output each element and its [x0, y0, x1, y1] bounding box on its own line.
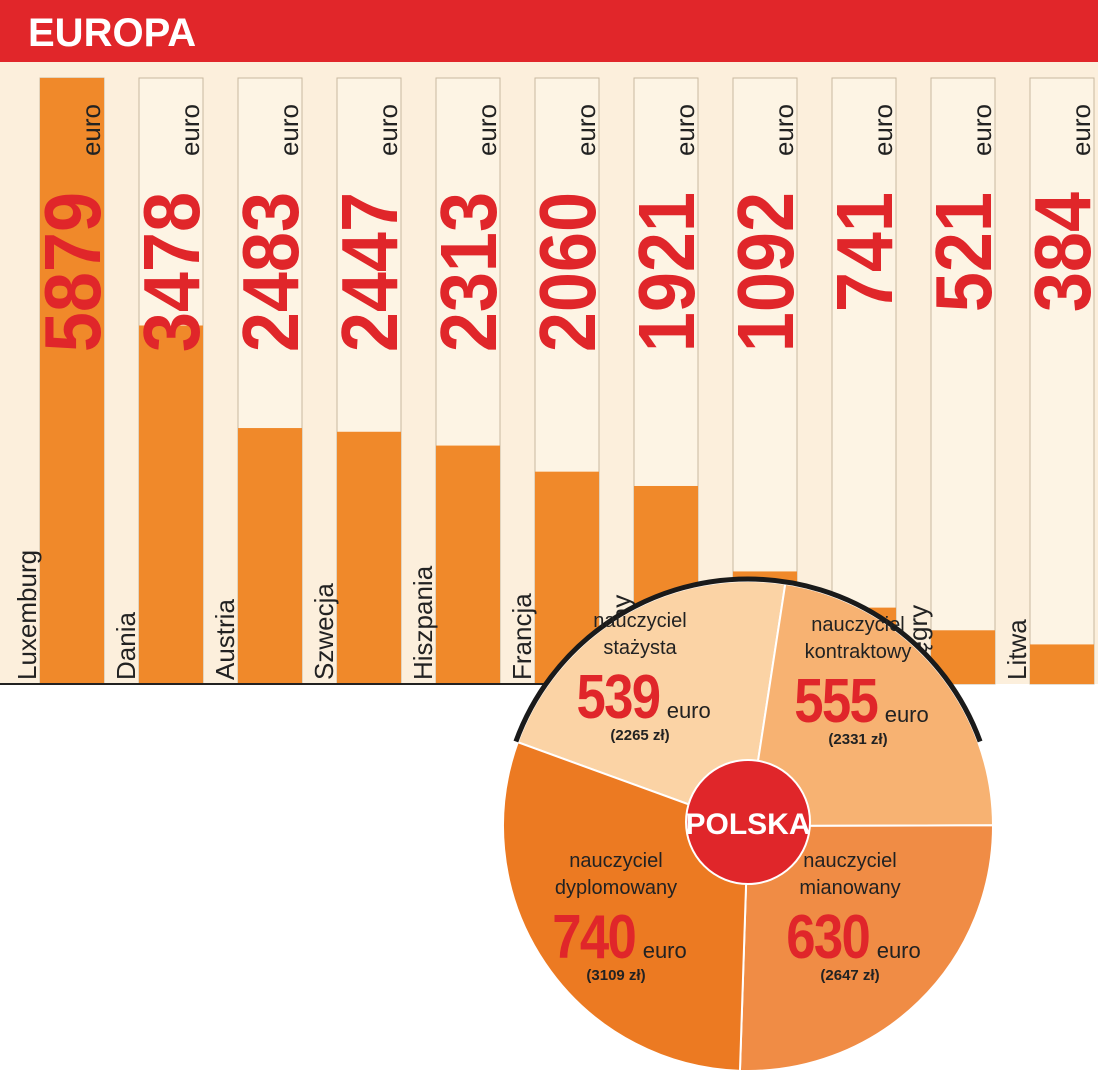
- slice-value-row: 630 euro: [775, 902, 925, 973]
- unit-label: euro: [769, 104, 799, 156]
- value-label: 2447: [326, 192, 415, 352]
- category-label: Luxemburg: [12, 550, 42, 680]
- slice-value-row: 539 euro: [569, 662, 711, 733]
- bar: [40, 78, 104, 684]
- slice-category: nauczyciel dyplomowany: [554, 850, 678, 899]
- value-label: 1921: [623, 192, 712, 352]
- slice-unit: euro: [642, 938, 687, 963]
- header-band: [0, 0, 1098, 62]
- unit-label: euro: [670, 104, 700, 156]
- slice-unit: euro: [884, 702, 929, 727]
- unit-label: euro: [571, 104, 601, 156]
- pie-outline: [513, 576, 983, 743]
- value-label: 2483: [227, 192, 316, 352]
- value-label: 1092: [722, 192, 811, 352]
- slice-label: nauczyciel dyplomowany 740 euro (3109 zł): [536, 848, 696, 984]
- unit-label: euro: [1066, 104, 1096, 156]
- slice-category: nauczyciel mianowany: [799, 850, 901, 899]
- slice-secondary: (3109 zł): [586, 967, 646, 984]
- bar: [436, 445, 500, 684]
- category-label: Francja: [507, 593, 537, 680]
- slice-value: 539: [576, 663, 662, 732]
- slice-label: nauczyciel mianowany 630 euro (2647 zł): [775, 848, 925, 984]
- slice-secondary: (2331 zł): [828, 731, 888, 748]
- value-label: 2313: [425, 192, 514, 352]
- bar: [337, 431, 401, 684]
- chart-title: EUROPA: [28, 11, 196, 55]
- slice-value: 740: [552, 903, 638, 972]
- unit-label: euro: [472, 104, 502, 156]
- value-label: 741: [821, 192, 910, 312]
- value-label: 3478: [128, 192, 217, 352]
- center-label: POLSKA: [685, 808, 810, 841]
- slice-value: 555: [794, 667, 880, 736]
- slice-value-row: 555 euro: [778, 666, 938, 737]
- category-label: Austria: [210, 599, 240, 680]
- slice-value-row: 740 euro: [536, 902, 696, 973]
- bar: [238, 428, 302, 684]
- bar-panel: [831, 77, 897, 685]
- unit-label: euro: [274, 104, 304, 156]
- slice-secondary: (2647 zł): [820, 967, 880, 984]
- bar: [139, 325, 203, 684]
- slice-secondary: (2265 zł): [610, 727, 670, 744]
- unit-label: euro: [967, 104, 997, 156]
- slice-label: nauczyciel stażysta 539 euro (2265 zł): [569, 608, 711, 744]
- center-badge: [685, 759, 811, 885]
- pie-slice: [738, 824, 994, 1072]
- value-label: 5879: [29, 192, 118, 352]
- slice-unit: euro: [666, 698, 711, 723]
- category-label: Dania: [111, 612, 141, 680]
- bar-panel: [930, 77, 996, 685]
- unit-label: euro: [373, 104, 403, 156]
- unit-label: euro: [868, 104, 898, 156]
- value-label: 2060: [524, 192, 613, 352]
- unit-label: euro: [76, 104, 106, 156]
- slice-unit: euro: [876, 938, 921, 963]
- value-label: 521: [920, 192, 1009, 312]
- category-label: Litwa: [1002, 619, 1032, 680]
- slice-label: nauczyciel kontraktowy 555 euro (2331 zł): [778, 612, 938, 748]
- slice-value: 630: [786, 903, 872, 972]
- value-label: 384: [1019, 192, 1098, 312]
- category-label: Hiszpania: [408, 565, 438, 680]
- slice-category: nauczyciel kontraktowy: [804, 614, 912, 663]
- bar-panel: [1029, 77, 1095, 685]
- bar: [1030, 644, 1094, 684]
- category-label: Szwecja: [309, 583, 339, 680]
- unit-label: euro: [175, 104, 205, 156]
- slice-category: nauczyciel stażysta: [593, 610, 687, 659]
